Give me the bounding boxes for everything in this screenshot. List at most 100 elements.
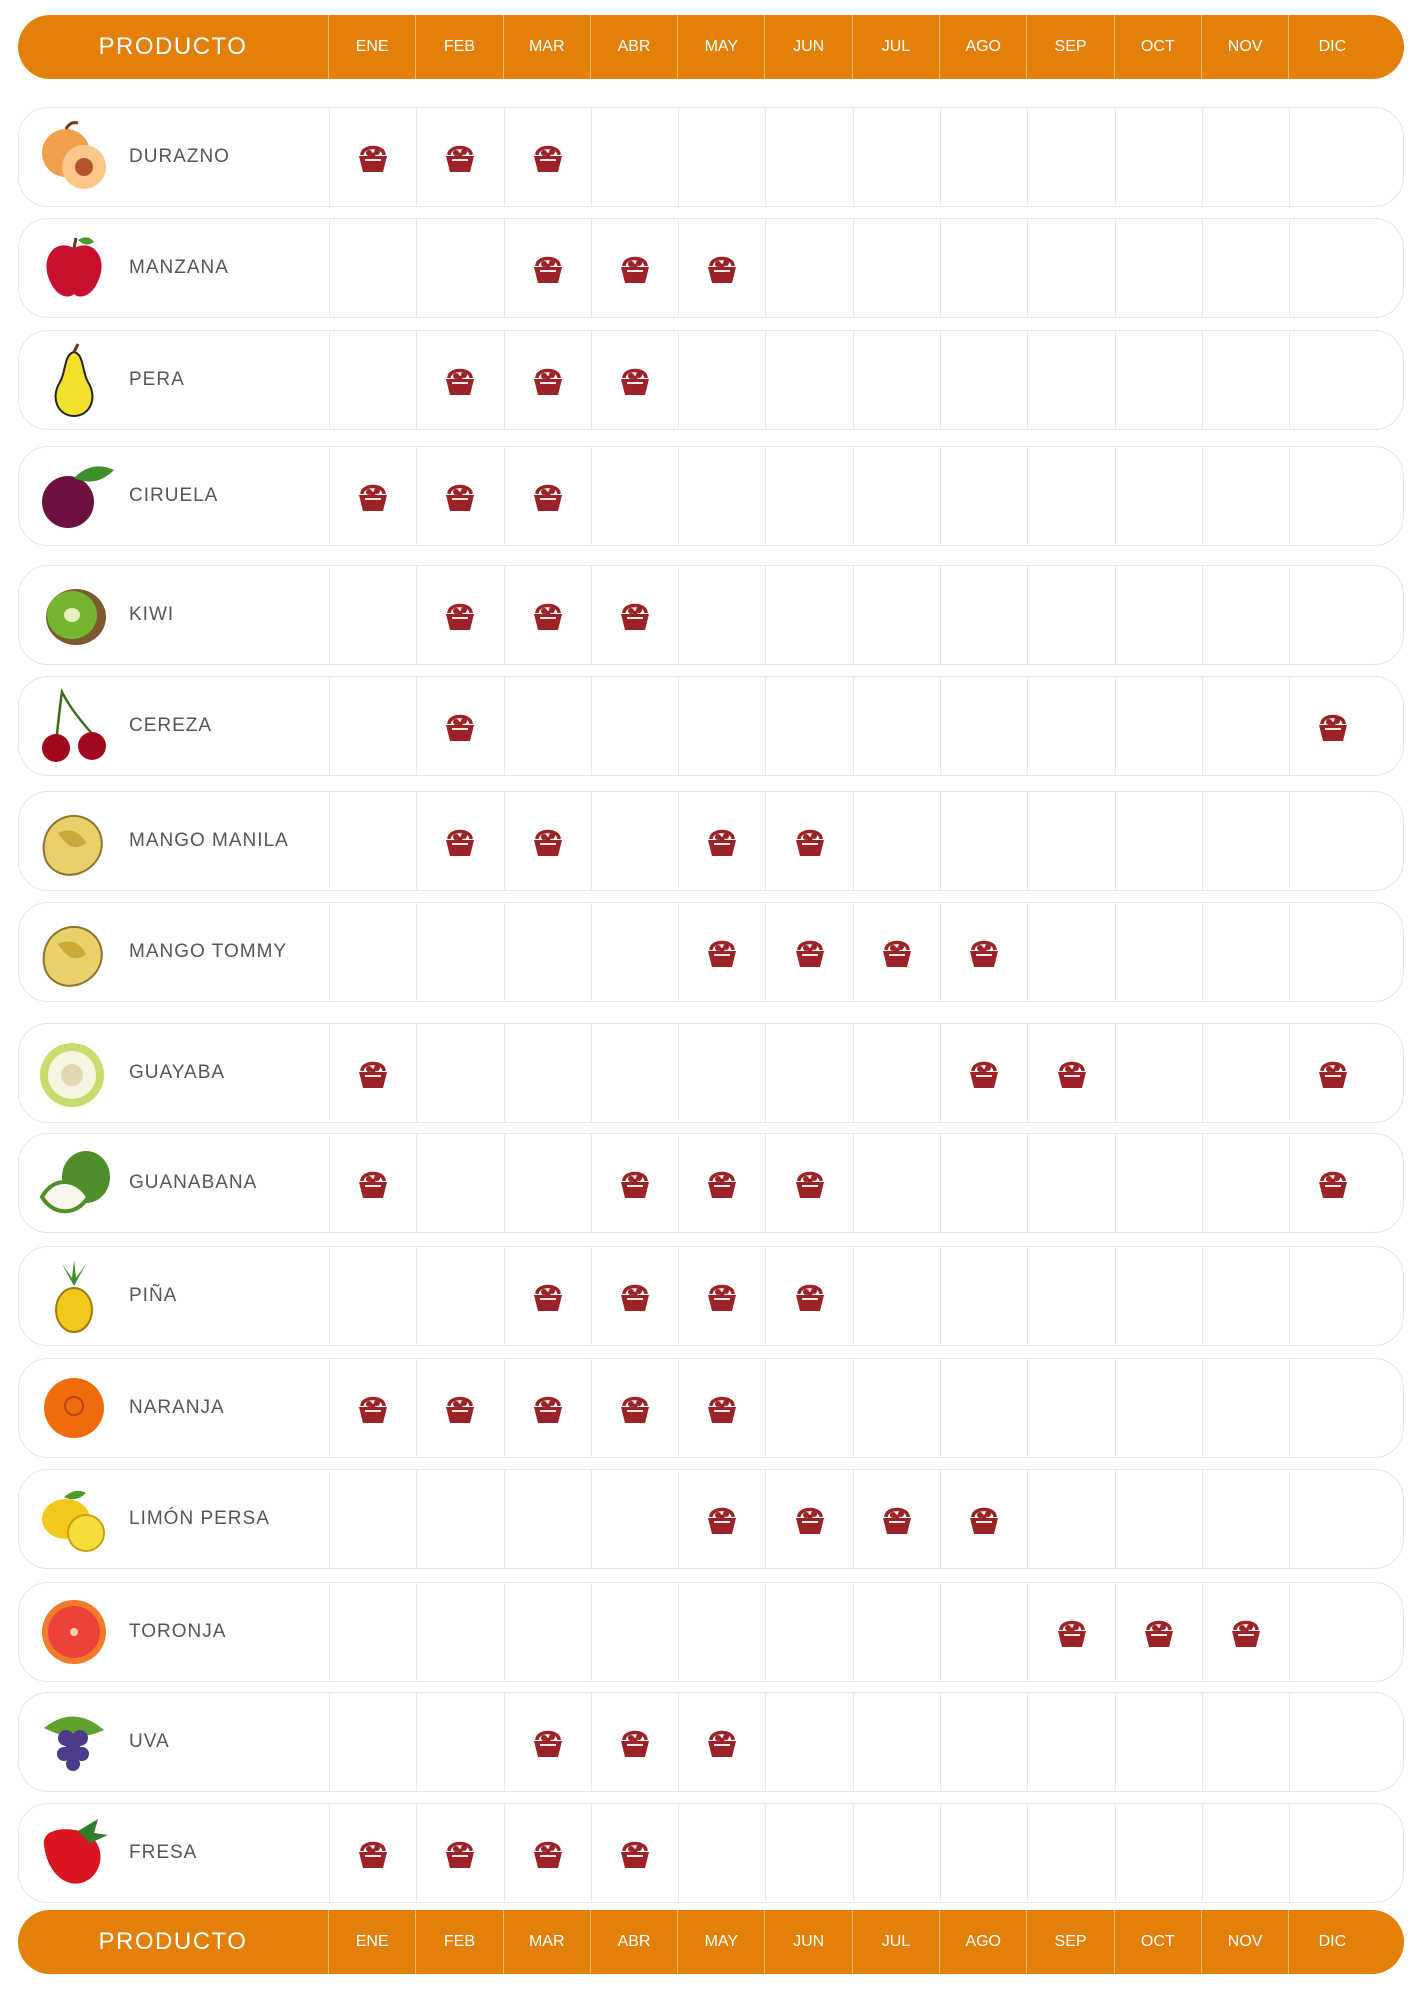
- month-cell-oct: [1114, 331, 1202, 429]
- basket-icon: [530, 362, 566, 398]
- month-cell-nov: [1201, 1470, 1289, 1568]
- product-cell: GUANABANA: [19, 1134, 329, 1232]
- month-cell-sep: [1027, 1024, 1114, 1122]
- product-cell: GUAYABA: [19, 1024, 329, 1122]
- month-cell-may: [678, 903, 765, 1001]
- month-cell-jul: [852, 1134, 940, 1232]
- product-cell: DURAZNO: [19, 108, 329, 206]
- month-cell-abr: [590, 1359, 678, 1457]
- basket-icon: [704, 823, 740, 859]
- month-cell-ene: [329, 447, 416, 545]
- product-cell: KIWI: [19, 566, 329, 664]
- month-cell-feb: [416, 1693, 503, 1791]
- month-cell-abr: [590, 1134, 678, 1232]
- month-cell-ene: [329, 1693, 416, 1791]
- header-month-sep: SEP: [1026, 15, 1113, 79]
- table-row: DURAZNO: [18, 107, 1404, 207]
- product-cell: MANZANA: [19, 219, 329, 317]
- product-cell: CIRUELA: [19, 447, 329, 545]
- month-cell-sep: [1027, 108, 1114, 206]
- month-cell-may: [678, 1247, 765, 1345]
- month-cell-sep: [1027, 1134, 1114, 1232]
- basket-icon: [442, 708, 478, 744]
- header-month-feb: FEB: [415, 15, 502, 79]
- month-cell-dic: [1289, 331, 1376, 429]
- basket-icon: [355, 1055, 391, 1091]
- month-cell-abr: [590, 677, 678, 775]
- basket-icon: [617, 1390, 653, 1426]
- month-cell-sep: [1027, 331, 1114, 429]
- month-cell-dic: [1289, 1470, 1376, 1568]
- month-cell-mar: [503, 219, 591, 317]
- basket-icon: [530, 597, 566, 633]
- guava-icon: [19, 1035, 129, 1111]
- month-cell-sep: [1027, 219, 1114, 317]
- pear-icon: [19, 342, 129, 418]
- basket-icon: [442, 823, 478, 859]
- table-row: TORONJA: [18, 1582, 1404, 1682]
- month-cell-may: [678, 1359, 765, 1457]
- month-cell-ago: [940, 1359, 1027, 1457]
- basket-icon: [966, 1055, 1002, 1091]
- header-bar-bottom: PRODUCTO ENE FEB MAR ABR MAY JUN JUL AGO SEP OCT NO…: [18, 1910, 1404, 1974]
- month-cell-ene: [329, 1247, 416, 1345]
- month-cell-abr: [590, 566, 678, 664]
- table-row: NARANJA: [18, 1358, 1404, 1458]
- header-month-jun: JUN: [764, 1910, 851, 1974]
- basket-icon: [355, 1165, 391, 1201]
- basket-icon: [704, 1165, 740, 1201]
- month-cell-nov: [1201, 1134, 1289, 1232]
- product-cell: LIMÓN PERSA: [19, 1470, 329, 1568]
- month-cell-jul: [852, 1470, 940, 1568]
- month-cell-feb: [416, 792, 503, 890]
- month-cell-may: [678, 1024, 765, 1122]
- product-cell: NARANJA: [19, 1359, 329, 1457]
- month-cell-dic: [1289, 677, 1376, 775]
- product-name: LIMÓN PERSA: [129, 1508, 270, 1529]
- month-cell-mar: [503, 447, 591, 545]
- month-cell-jul: [852, 1804, 940, 1902]
- grape-icon: [19, 1704, 129, 1780]
- month-cell-ene: [329, 331, 416, 429]
- month-cell-jun: [765, 219, 852, 317]
- month-cell-jul: [852, 1693, 940, 1791]
- basket-icon: [617, 597, 653, 633]
- month-cell-nov: [1201, 1804, 1289, 1902]
- month-cell-jun: [765, 1024, 852, 1122]
- month-cell-dic: [1289, 1583, 1376, 1681]
- month-cell-sep: [1027, 677, 1114, 775]
- month-cell-sep: [1027, 903, 1114, 1001]
- month-cell-ago: [940, 1804, 1027, 1902]
- basket-icon: [442, 139, 478, 175]
- basket-icon: [530, 1390, 566, 1426]
- basket-icon: [792, 1278, 828, 1314]
- basket-icon: [355, 139, 391, 175]
- product-cell: UVA: [19, 1693, 329, 1791]
- header-bar-top: PRODUCTO ENE FEB MAR ABR MAY JUN JUL AGO SEP OCT NO…: [18, 15, 1404, 79]
- month-cell-dic: [1289, 219, 1376, 317]
- month-cell-feb: [416, 219, 503, 317]
- month-cell-ene: [329, 792, 416, 890]
- month-cell-jun: [765, 1134, 852, 1232]
- header-month-jul: JUL: [851, 15, 939, 79]
- month-cell-ene: [329, 1134, 416, 1232]
- product-cell: FRESA: [19, 1804, 329, 1902]
- basket-icon: [530, 823, 566, 859]
- header-month-oct: OCT: [1113, 1910, 1201, 1974]
- basket-icon: [442, 362, 478, 398]
- month-cell-mar: [503, 1693, 591, 1791]
- basket-icon: [1315, 1055, 1351, 1091]
- basket-icon: [704, 1501, 740, 1537]
- month-cell-abr: [590, 447, 678, 545]
- month-cell-jun: [765, 331, 852, 429]
- product-cell: PIÑA: [19, 1247, 329, 1345]
- month-cell-may: [678, 1134, 765, 1232]
- month-cell-mar: [503, 1024, 591, 1122]
- header-month-nov: NOV: [1200, 15, 1288, 79]
- product-name: NARANJA: [129, 1397, 225, 1418]
- product-name: TORONJA: [129, 1621, 227, 1642]
- month-cell-mar: [503, 903, 591, 1001]
- product-name: CIRUELA: [129, 485, 219, 506]
- month-cell-dic: [1289, 792, 1376, 890]
- month-cell-mar: [503, 1583, 591, 1681]
